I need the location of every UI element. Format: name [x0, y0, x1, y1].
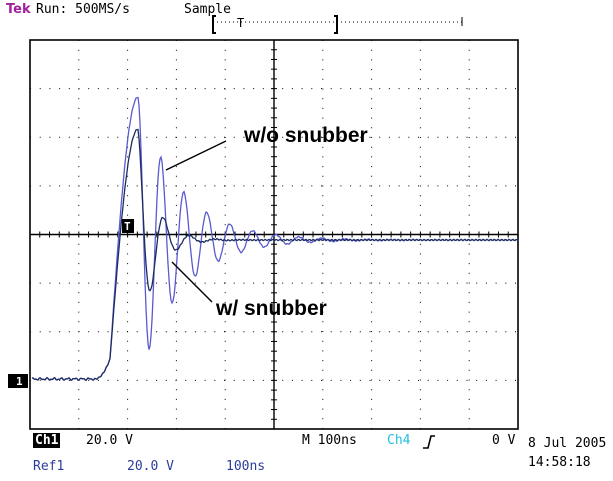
graticule [29, 39, 519, 430]
annotation-without-snubber: w/o snubber [244, 124, 368, 147]
date: 8 Jul 2005 [528, 436, 607, 451]
trigger-level: 0 V [492, 433, 516, 448]
trigger-position-label: T [237, 16, 244, 30]
acquisition-mode: Sample [184, 2, 231, 17]
ch1-scale: 20.0 V [86, 433, 133, 448]
run-status: Run: 500MS/s [36, 2, 130, 17]
ref1-time: 100ns [226, 459, 266, 474]
svg-text:1: 1 [16, 375, 23, 388]
ref1-label[interactable]: Ref1 [33, 459, 65, 474]
rising-edge-icon [423, 435, 435, 449]
pointer-line-with-snubber [171, 261, 213, 303]
trace-with-snubber [31, 128, 519, 382]
svg-text:T: T [124, 220, 131, 233]
annotation-with-snubber: w/ snubber [216, 297, 327, 320]
brand-label: Tek [6, 2, 31, 17]
ch1-label[interactable]: Ch1 [33, 433, 61, 448]
ref1-scale: 20.0 V [127, 459, 174, 474]
graticule-border [29, 39, 519, 430]
trigger-source: Ch4 [387, 433, 411, 448]
trigger-level-marker[interactable]: T [122, 219, 134, 233]
timebase-readout: M 100ns [302, 433, 357, 448]
record-position-bar[interactable] [212, 15, 463, 34]
time: 14:58:18 [528, 455, 591, 470]
pointer-line-without-snubber [165, 140, 227, 171]
ch1-ground-marker[interactable]: 1 [8, 374, 28, 388]
